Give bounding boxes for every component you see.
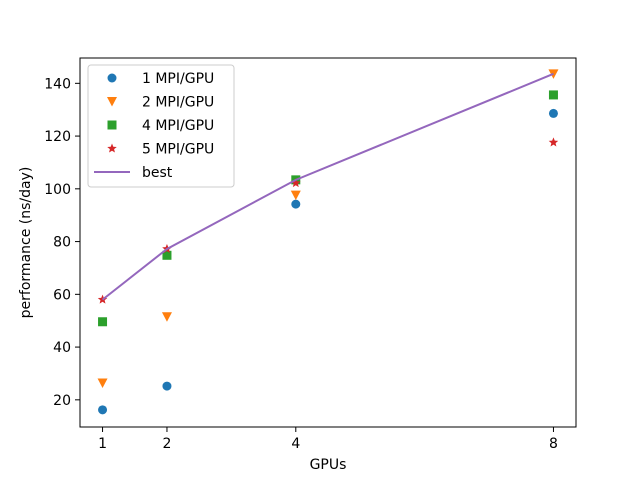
data-point [290, 190, 301, 201]
y-tick-label: 120 [44, 129, 71, 145]
data-point [291, 178, 301, 188]
y-axis-label: performance (ns/day) [18, 167, 34, 319]
legend-label: 5 MPI/GPU [142, 142, 214, 158]
legend-entry: 4 MPI/GPU [107, 118, 214, 134]
legend-entry: best [94, 165, 173, 181]
data-point [161, 312, 172, 322]
legend-marker [107, 120, 117, 130]
axes: 1 2 4 8 20 40 60 80 100 120 140 [44, 57, 577, 452]
legend-label: best [142, 165, 173, 181]
legend-marker [107, 73, 117, 83]
data-point [548, 90, 558, 100]
data-point [98, 317, 108, 327]
best-line [101, 72, 554, 301]
x-tick-label: 8 [549, 436, 558, 452]
legend: 1 MPI/GPU 2 MPI/GPU 4 MPI/GPU 5 MPI/GPU best [87, 64, 235, 188]
x-tick-label: 4 [291, 436, 300, 452]
y-tick-label: 40 [53, 340, 71, 356]
y-tick-label: 100 [44, 182, 71, 198]
legend-marker [107, 143, 117, 153]
plot-area [97, 69, 559, 415]
legend-entry: 5 MPI/GPU [107, 142, 214, 158]
legend-box [87, 64, 235, 188]
legend-label: 2 MPI/GPU [142, 95, 214, 111]
legend-label: 4 MPI/GPU [142, 118, 214, 134]
legend-marker [107, 97, 117, 107]
data-point [97, 378, 108, 388]
x-tick-label: 1 [98, 436, 107, 452]
legend-label: 1 MPI/GPU [142, 71, 214, 87]
y-tick-label: 80 [53, 235, 71, 251]
data-point [548, 108, 558, 118]
data-point [162, 381, 172, 391]
x-axis-label: GPUs [310, 457, 347, 473]
legend-entry: 2 MPI/GPU [107, 95, 214, 111]
legend-entry: 1 MPI/GPU [107, 71, 214, 87]
data-point [548, 137, 559, 147]
y-tick-label: 60 [53, 287, 71, 303]
series-0 [98, 108, 558, 415]
data-point [162, 250, 172, 260]
axes-frame [79, 57, 577, 428]
y-tick-label: 20 [53, 393, 71, 409]
data-point [291, 199, 301, 209]
series-4 [101, 72, 554, 301]
x-tick-label: 2 [163, 436, 172, 452]
data-point [98, 405, 108, 415]
y-tick-label: 140 [44, 76, 71, 92]
